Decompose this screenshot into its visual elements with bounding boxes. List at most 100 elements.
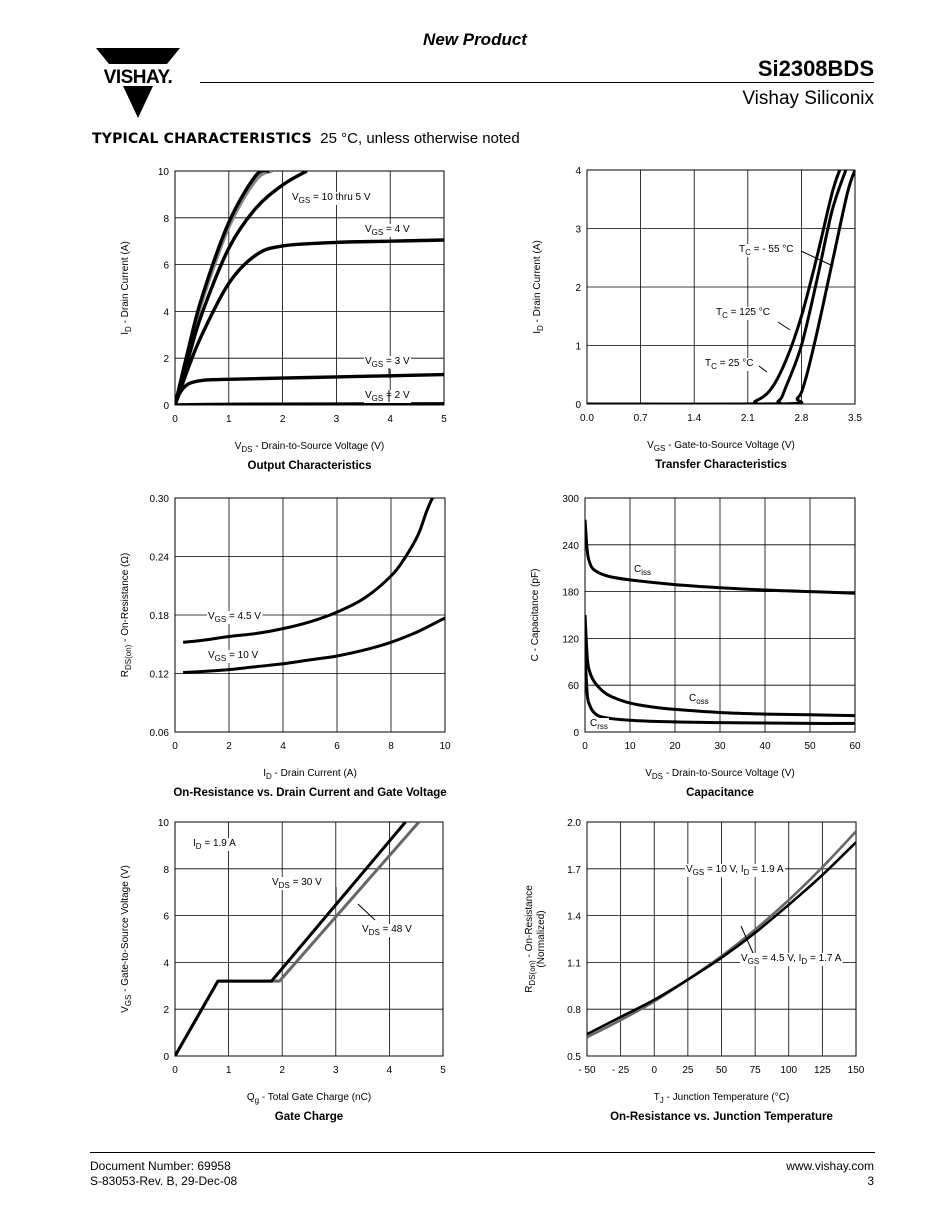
onres_temp-x-axis-label: TJ - Junction Temperature (°C) bbox=[654, 1092, 790, 1105]
onres_temp-x-tick-label: 50 bbox=[716, 1065, 728, 1076]
capacitance-annotation: Ciss bbox=[634, 564, 651, 577]
capacitance-annotation-bg bbox=[589, 718, 609, 731]
capacitance-x-tick-label: 30 bbox=[714, 741, 726, 752]
capacitance-y-tick-label: 300 bbox=[562, 494, 579, 505]
onres-x-tick-label: 6 bbox=[334, 741, 340, 752]
onres_temp-y-tick-label: 1.1 bbox=[567, 958, 581, 969]
output-y-tick-label: 0 bbox=[163, 401, 169, 412]
gatecharge-y-axis-label: VGS - Gate-to-Source Voltage (V) bbox=[120, 865, 133, 1013]
output-y-axis-label: ID - Drain Current (A) bbox=[120, 241, 133, 335]
onres-x-tick-label: 10 bbox=[439, 741, 451, 752]
document-number: Document Number: 69958 bbox=[90, 1159, 231, 1173]
revision: S-83053-Rev. B, 29-Dec-08 bbox=[90, 1174, 238, 1188]
gatecharge-annotation: VDS = 30 V bbox=[272, 877, 322, 890]
section-title: TYPICAL CHARACTERISTICS bbox=[92, 131, 312, 147]
onres-y-tick-label: 0.18 bbox=[150, 611, 170, 622]
onres-annotation-bg bbox=[207, 611, 263, 624]
transfer-annotation: TC = - 55 °C bbox=[739, 244, 794, 257]
onres-x-tick-label: 2 bbox=[226, 741, 232, 752]
onres_temp-y-tick-label: 1.7 bbox=[567, 865, 581, 876]
onres_temp-x-tick-label: 75 bbox=[750, 1065, 762, 1076]
transfer-y-tick-label: 4 bbox=[575, 166, 581, 177]
onres-y-tick-label: 0.06 bbox=[150, 728, 170, 739]
output-plot-frame bbox=[174, 170, 445, 406]
onres_temp-leader-line bbox=[740, 925, 754, 954]
onres_temp-plot-frame bbox=[586, 821, 857, 1057]
capacitance-y-tick-label: 0 bbox=[573, 728, 579, 739]
capacitance-annotation-bg bbox=[688, 693, 710, 706]
transfer-annotation-bg bbox=[715, 307, 771, 320]
output-chart: 0 1 2 3 4 5 0 2 4 6 8 10 VGS = 10 thru 5 V VGS = 4 V V… bbox=[120, 167, 447, 472]
capacitance-series-coss bbox=[585, 614, 855, 718]
website-link[interactable]: www.vishay.com bbox=[786, 1159, 874, 1173]
section-subtitle: 25 °C, unless otherwise noted bbox=[320, 130, 520, 147]
output-y-tick-label: 10 bbox=[158, 167, 170, 178]
onres_temp-x-tick-label: 150 bbox=[848, 1065, 865, 1076]
onres-series-vgs-10-v bbox=[183, 616, 445, 674]
onres_temp-annotation-bg bbox=[685, 864, 785, 877]
transfer-series-tc-25-c bbox=[587, 170, 848, 404]
onres_temp-x-tick-label: 100 bbox=[780, 1065, 797, 1076]
output-series-vgs-5-v bbox=[175, 171, 270, 405]
footer-left: Document Number: 69958 S-83053-Rev. B, 2… bbox=[90, 1159, 237, 1189]
output-annotation: VGS = 3 V bbox=[365, 356, 410, 369]
capacitance-annotation: Crss bbox=[590, 718, 608, 731]
onres-y-tick-label: 0.30 bbox=[150, 494, 170, 505]
onres-y-tick-label: 0.24 bbox=[150, 553, 170, 564]
onres-plot-frame bbox=[174, 497, 446, 733]
output-annotation: VGS = 4 V bbox=[365, 224, 410, 237]
transfer-x-tick-label: 0.7 bbox=[634, 413, 648, 424]
onres_temp-x-tick-label: - 25 bbox=[612, 1065, 630, 1076]
output-x-tick-label: 1 bbox=[226, 414, 232, 425]
gatecharge-y-tick-label: 6 bbox=[163, 912, 169, 923]
transfer-x-tick-label: 3.5 bbox=[848, 413, 862, 424]
transfer-leader-line bbox=[758, 365, 768, 373]
transfer-chart: 0.0 0.7 1.4 2.1 2.8 3.5 0 1 2 3 4 TC = - 55 °C TC = … bbox=[532, 166, 862, 471]
output-chart-title: Output Characteristics bbox=[248, 460, 372, 472]
onres_temp-x-tick-label: - 50 bbox=[578, 1065, 596, 1076]
capacitance-x-tick-label: 50 bbox=[804, 741, 816, 752]
onres_temp-x-tick-label: 25 bbox=[682, 1065, 694, 1076]
onres_temp-y-axis-label: RDS(on) - On-Resistance bbox=[524, 885, 537, 993]
gatecharge-annotation: VDS = 48 V bbox=[362, 924, 412, 937]
transfer-annotation-bg bbox=[704, 358, 755, 371]
output-series-vgs-4-5-v bbox=[175, 171, 308, 405]
gatecharge-x-tick-label: 1 bbox=[226, 1065, 232, 1076]
output-annotation-bg bbox=[291, 192, 372, 205]
output-y-tick-label: 6 bbox=[163, 261, 169, 272]
onres_temp-chart-title: On-Resistance vs. Junction Temperature bbox=[610, 1111, 833, 1123]
logo-wordmark: VISHAY. bbox=[104, 67, 173, 88]
output-annotation: VGS = 2 V bbox=[365, 390, 410, 403]
gatecharge-y-tick-label: 0 bbox=[163, 1052, 169, 1063]
capacitance-y-tick-label: 240 bbox=[562, 541, 579, 552]
output-series-vgs-4-v bbox=[175, 238, 444, 405]
output-annotation-bg bbox=[364, 390, 411, 403]
header-rule bbox=[200, 82, 874, 83]
output-x-tick-label: 3 bbox=[334, 414, 340, 425]
onres_temp-y-tick-label: 0.5 bbox=[567, 1052, 581, 1063]
output-annotation: VGS = 10 thru 5 V bbox=[292, 192, 371, 205]
onres-x-tick-label: 0 bbox=[172, 741, 178, 752]
transfer-x-tick-label: 0.0 bbox=[580, 413, 594, 424]
output-x-tick-label: 2 bbox=[280, 414, 286, 425]
onres-x-tick-label: 8 bbox=[388, 741, 394, 752]
capacitance-y-tick-label: 180 bbox=[562, 588, 579, 599]
gatecharge-plot-frame bbox=[174, 821, 444, 1057]
onres_temp-y-tick-label: 0.8 bbox=[567, 1005, 581, 1016]
onres_temp-x-tick-label: 125 bbox=[814, 1065, 831, 1076]
capacitance-y-axis-label: C - Capacitance (pF) bbox=[530, 569, 541, 662]
onres-x-tick-label: 4 bbox=[280, 741, 286, 752]
transfer-y-tick-label: 3 bbox=[575, 225, 581, 236]
onres_temp-x-tick-label: 0 bbox=[651, 1065, 657, 1076]
capacitance-x-tick-label: 10 bbox=[624, 741, 636, 752]
onres-x-axis-label: ID - Drain Current (A) bbox=[263, 768, 357, 781]
footer-rule bbox=[90, 1152, 875, 1153]
gatecharge-chart: 0 1 2 3 4 5 0 2 4 6 8 10 ID = 1.9 A VDS = 30 V VDS = 4… bbox=[120, 818, 446, 1123]
transfer-leader-line bbox=[800, 250, 834, 267]
gatecharge-annotation-bg bbox=[271, 877, 324, 890]
capacitance-x-axis-label: VDS - Drain-to-Source Voltage (V) bbox=[645, 768, 795, 781]
output-y-tick-label: 2 bbox=[163, 354, 169, 365]
transfer-x-tick-label: 1.4 bbox=[687, 413, 701, 424]
gatecharge-annotation: ID = 1.9 A bbox=[193, 838, 236, 851]
